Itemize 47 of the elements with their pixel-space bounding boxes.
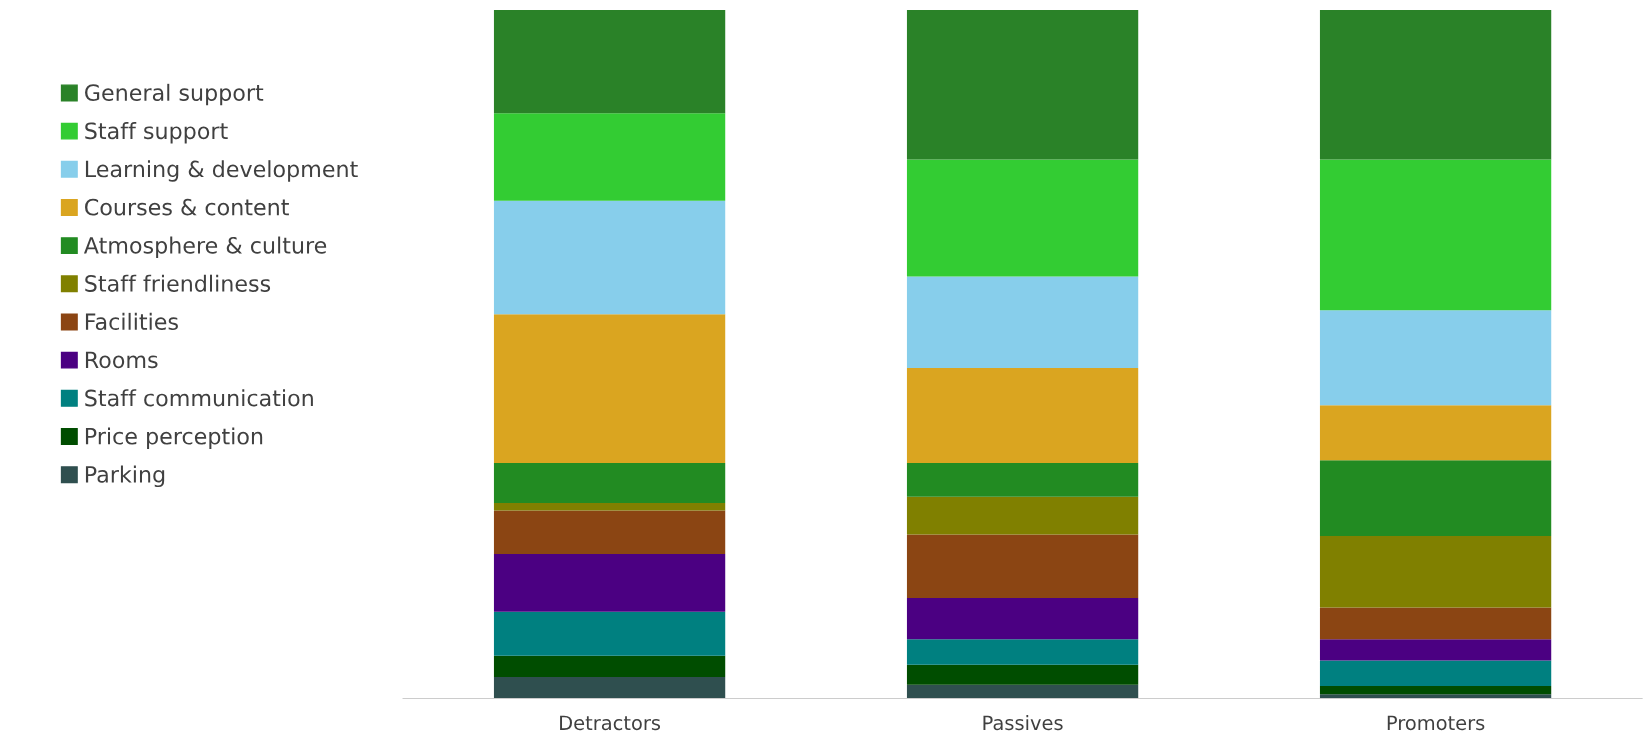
bar: [1319, 686, 1552, 695]
bar: [493, 611, 726, 656]
bar: [493, 553, 726, 612]
bar: [906, 159, 1139, 277]
bar: [1319, 10, 1552, 160]
legend-label: General support: [85, 83, 264, 106]
bar: [906, 639, 1139, 665]
bar: [906, 684, 1139, 699]
legend-label: Courses & content: [85, 198, 289, 216]
bar: [906, 496, 1139, 535]
bar: [1319, 536, 1552, 608]
bar: [906, 463, 1139, 497]
bar: [493, 10, 726, 114]
bar: [1319, 660, 1552, 687]
legend-label: Atmosphere & culture: [83, 236, 327, 259]
legend-label: Learning & development: [85, 160, 358, 182]
bar: [1319, 405, 1552, 461]
bar: [906, 276, 1139, 369]
bar: [906, 664, 1139, 685]
x-tick-label: Passives: [983, 715, 1063, 731]
bar: [906, 597, 1139, 640]
bar: [493, 677, 726, 699]
bar: [1319, 159, 1552, 311]
bar: [493, 113, 726, 201]
bar: [1319, 607, 1552, 640]
bar: [1319, 639, 1552, 661]
x-tick-label: Detractors: [560, 715, 661, 731]
bar: [493, 463, 726, 503]
legend-label: Staff communication: [85, 389, 313, 407]
bar: [1319, 460, 1552, 536]
bar: [493, 655, 726, 678]
legend-label: Staff support: [85, 122, 228, 144]
bar: [493, 314, 726, 464]
x-tick-label: Promoters: [1387, 715, 1485, 731]
legend-label: Price perception: [85, 427, 263, 449]
bar: [493, 510, 726, 554]
legend-label: Rooms: [85, 351, 158, 369]
legend-label: Facilities: [85, 312, 178, 331]
legend-label: Parking: [85, 465, 165, 488]
legend-label: Staff friendliness: [85, 274, 271, 292]
bar: [906, 10, 1139, 160]
bar: [906, 368, 1139, 464]
bar: [493, 502, 726, 511]
bar: [1319, 310, 1552, 406]
bar: [906, 534, 1139, 598]
bar: [1319, 694, 1552, 699]
bar: [493, 200, 726, 315]
